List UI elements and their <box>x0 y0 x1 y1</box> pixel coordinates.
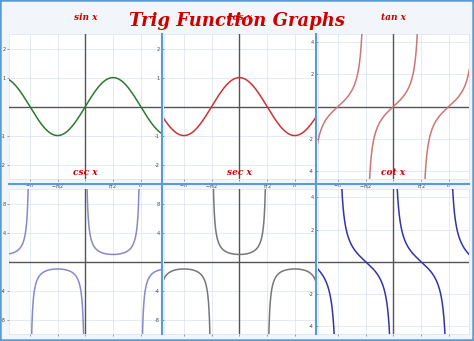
Text: tan x: tan x <box>381 13 406 22</box>
Text: cos x: cos x <box>227 13 252 22</box>
Text: sin x: sin x <box>73 13 97 22</box>
Text: Trig Function Graphs: Trig Function Graphs <box>129 12 345 30</box>
Text: csc x: csc x <box>73 168 98 177</box>
Text: sec x: sec x <box>227 168 252 177</box>
Text: cot x: cot x <box>382 168 405 177</box>
